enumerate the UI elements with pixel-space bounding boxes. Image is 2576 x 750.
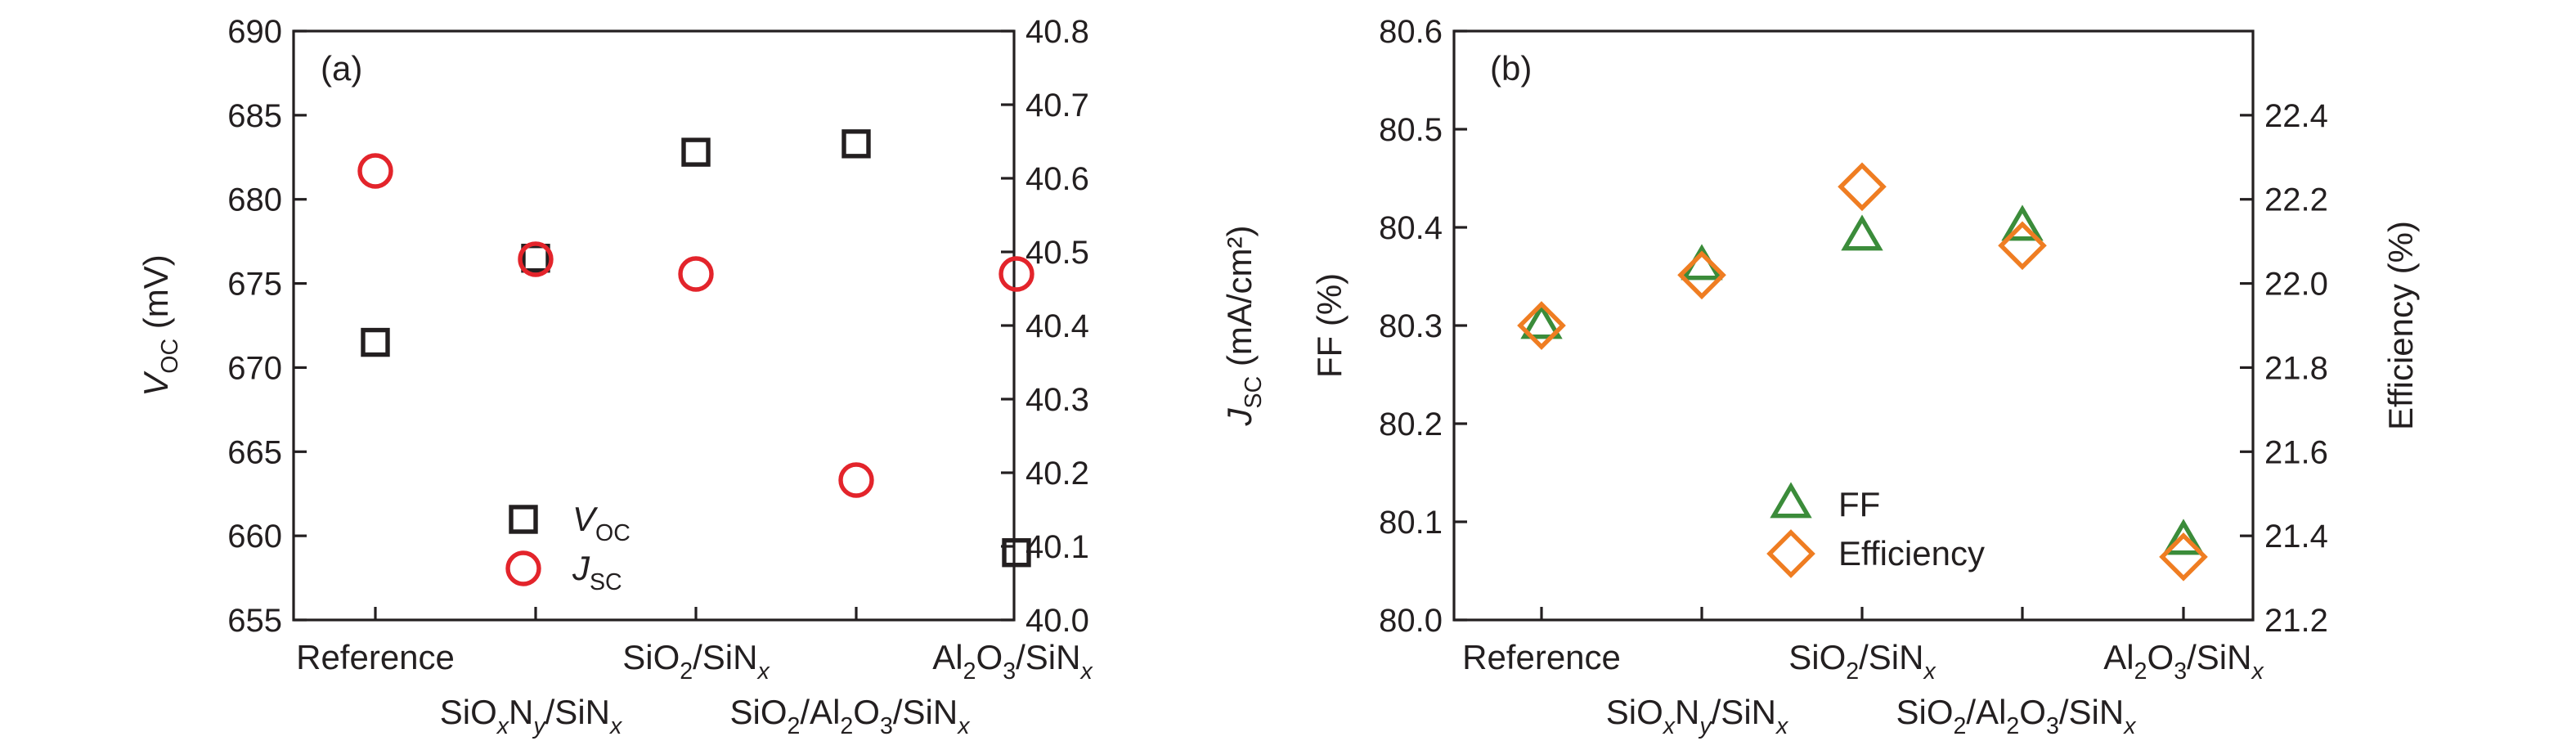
legend-marker <box>509 505 538 534</box>
data-point <box>1517 301 1566 350</box>
y-right-tick-label: 22.0 <box>2264 267 2328 303</box>
x-tick-label: SiOxNy/SiNx <box>1606 693 1789 739</box>
y-right-tick-label: 21.4 <box>2264 519 2328 555</box>
plot-frame <box>292 29 1016 622</box>
panel-label: (a) <box>321 49 362 88</box>
data-point <box>521 244 550 273</box>
data-point <box>1002 538 1031 568</box>
y-right-tick-label: 40.0 <box>1025 603 1089 639</box>
y-left-tick-label: 675 <box>227 267 282 303</box>
data-point <box>357 153 393 189</box>
y-right-tick-label: 40.4 <box>1025 308 1089 344</box>
y-left-axis-label: FF (%) <box>1310 273 1349 378</box>
legend-marker <box>505 550 541 586</box>
y-left-tick-label: 80.0 <box>1379 603 1443 639</box>
y-right-tick-label: 40.1 <box>1025 529 1089 565</box>
y-left-tick-label: 80.4 <box>1379 210 1443 246</box>
series-2 <box>357 153 1034 498</box>
data-point <box>1838 162 1887 212</box>
legend-marker <box>1770 482 1812 519</box>
y-right-tick-label: 40.7 <box>1025 88 1089 124</box>
legend-label: Efficiency <box>1838 534 1985 573</box>
y-left-tick-label: 80.2 <box>1379 406 1443 442</box>
y-left-tick-label: 685 <box>227 98 282 134</box>
plot-frame <box>1452 29 2255 622</box>
y-left-axis-label: VOC (mV) <box>137 254 183 397</box>
y-right-tick-label: 40.5 <box>1025 235 1089 271</box>
x-tick-label: SiOxNy/SiNx <box>440 693 623 739</box>
data-point <box>681 137 711 167</box>
y-left-tick-label: 80.6 <box>1379 14 1443 50</box>
x-tick-label: SiO2/Al2O3/SiNx <box>729 693 971 739</box>
y-right-axis-label: Efficiency (%) <box>2381 221 2420 430</box>
y-right-tick-label: 21.6 <box>2264 434 2328 470</box>
y-left-tick-label: 80.5 <box>1379 112 1443 148</box>
y-right-tick-label: 40.3 <box>1025 382 1089 418</box>
series-2 <box>1517 162 2208 582</box>
y-right-tick-label: 40.6 <box>1025 161 1089 197</box>
y-right-tick-label: 22.2 <box>2264 182 2328 218</box>
y-left-tick-label: 690 <box>227 14 282 50</box>
x-tick-label: Al2O3/SiNx <box>932 638 1093 685</box>
y-right-tick-label: 40.2 <box>1025 456 1089 492</box>
data-point <box>1677 250 1726 300</box>
data-point <box>361 327 390 357</box>
y-left-tick-label: 680 <box>227 182 282 218</box>
y-left-tick-label: 655 <box>227 603 282 639</box>
y-left-tick-label: 660 <box>227 519 282 555</box>
y-right-tick-label: 22.4 <box>2264 98 2328 134</box>
legend-label: JSC <box>572 549 622 595</box>
legend-marker <box>1766 529 1815 578</box>
x-tick-label: Reference <box>1462 638 1621 676</box>
data-point <box>678 256 714 292</box>
axes: 655 660 665 670 675 680 685 690 40.0 40.1 40.2 40.3… <box>137 14 1267 739</box>
legend-label: VOC <box>572 500 631 546</box>
data-point <box>518 241 554 277</box>
data-point <box>1841 214 1883 251</box>
y-left-tick-label: 80.1 <box>1379 505 1443 541</box>
x-tick-label: Al2O3/SiNx <box>2103 638 2264 685</box>
y-right-axis-label: JSC (mA/cm²) <box>1220 226 1267 427</box>
x-tick-label: SiO2/SiNx <box>622 638 770 685</box>
axes: 80.0 80.1 80.2 80.3 80.4 80.5 80.6 21.2 21.4 21.6… <box>1310 14 2420 739</box>
data-point <box>2159 532 2208 582</box>
chart-panel-b: 80.0 80.1 80.2 80.3 80.4 80.5 80.6 21.2 21.4 21.6… <box>1310 14 2420 739</box>
data-point <box>1998 221 2047 271</box>
x-tick-label: SiO2/SiNx <box>1788 638 1936 685</box>
y-left-tick-label: 665 <box>227 434 282 470</box>
panel-label: (b) <box>1490 49 1532 88</box>
y-right-tick-label: 21.2 <box>2264 603 2328 639</box>
data-point <box>999 256 1034 292</box>
data-point <box>2001 204 2044 241</box>
legend: FF Efficiency <box>1766 482 1985 578</box>
legend-label: FF <box>1838 485 1880 523</box>
x-tick-label: SiO2/Al2O3/SiNx <box>1896 693 2137 739</box>
data-point <box>841 129 871 159</box>
y-left-tick-label: 670 <box>227 350 282 386</box>
y-right-tick-label: 40.8 <box>1025 14 1089 50</box>
data-point <box>1520 303 1563 339</box>
chart-panel-a: 655 660 665 670 675 680 685 690 40.0 40.1 40.2 40.3… <box>137 14 1267 739</box>
y-left-tick-label: 80.3 <box>1379 308 1443 344</box>
x-tick-label: Reference <box>296 638 455 676</box>
data-point <box>838 462 874 498</box>
series-1 <box>361 129 1031 568</box>
y-right-tick-label: 21.8 <box>2264 350 2328 386</box>
data-point <box>2162 519 2205 555</box>
